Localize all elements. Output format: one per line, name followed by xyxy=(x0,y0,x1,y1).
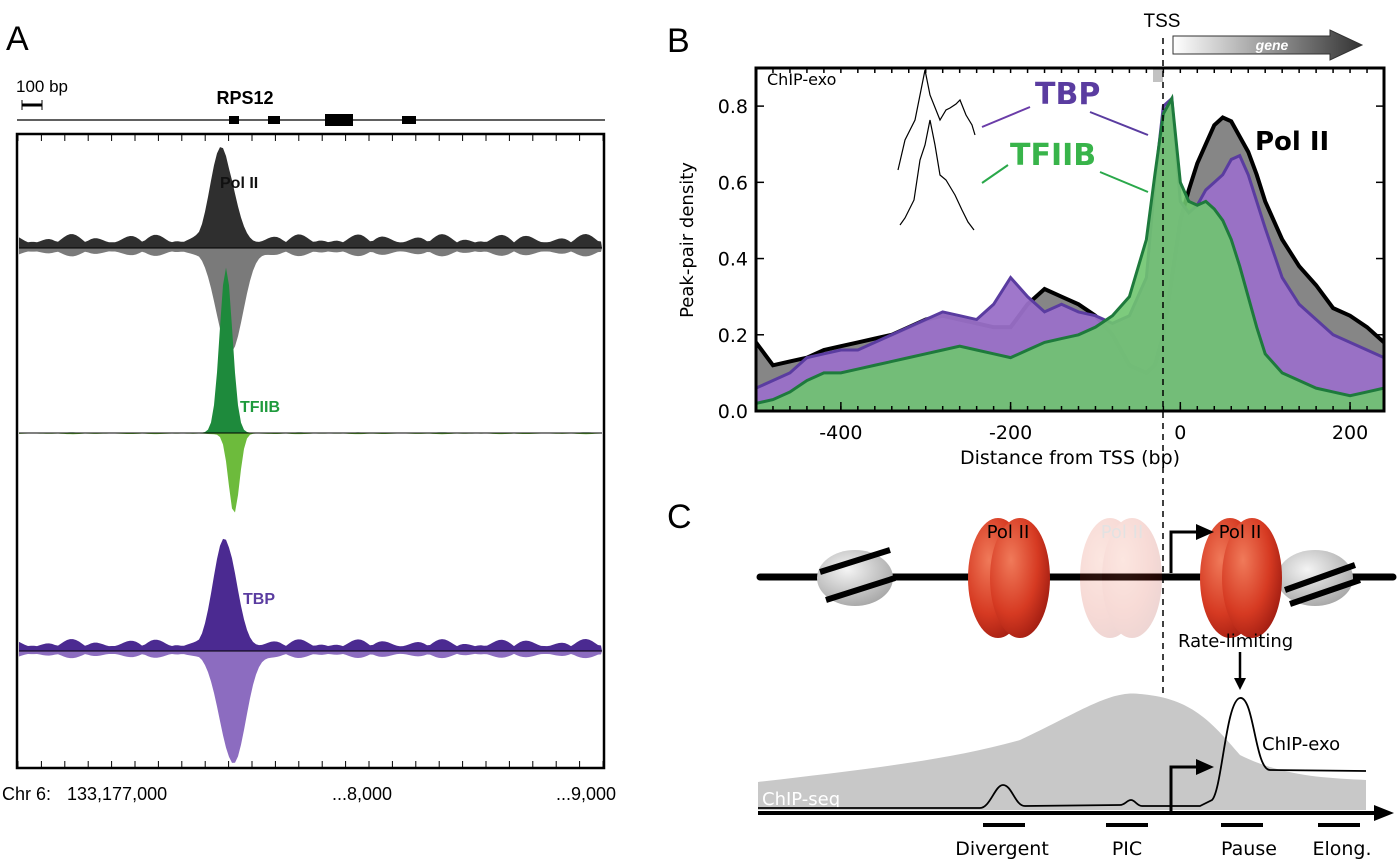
plot-frame xyxy=(754,66,1386,413)
tracks-ticks xyxy=(17,135,604,767)
y-tick-labels: 0.0 0.2 0.4 0.6 0.8 xyxy=(718,96,748,423)
stage-pause: Pause xyxy=(1221,838,1277,860)
pol2-pic-label: Pol II xyxy=(1101,522,1144,543)
rate-limiting-arrow xyxy=(1234,652,1246,690)
panel-a-letter: A xyxy=(6,20,29,58)
pol2-pic-faded: Pol II xyxy=(1080,518,1162,638)
gene-arrow-label: gene xyxy=(1255,37,1289,53)
x-tick-label: -400 xyxy=(819,422,862,444)
stage-pic: PIC xyxy=(1112,838,1142,860)
coord-mid: ...8,000 xyxy=(332,784,392,804)
x-tick-label: 200 xyxy=(1332,422,1368,444)
gene-arrow: gene xyxy=(1172,29,1364,61)
coord-end: ...9,000 xyxy=(556,784,616,804)
tss-shade xyxy=(1153,68,1163,82)
series-area-tfiib xyxy=(756,98,1384,411)
track-2-forward-signal xyxy=(19,538,602,651)
rate-limiting-label: Rate-limiting xyxy=(1178,631,1293,652)
stage-divergent: Divergent xyxy=(955,838,1049,860)
pol2-divergent: Pol II xyxy=(968,518,1050,638)
pol2-series-label: Pol II xyxy=(1255,127,1329,157)
track-0-forward-signal xyxy=(19,147,602,248)
y-tick-label: 0.0 xyxy=(718,401,748,423)
pol2-paused: Pol II xyxy=(1200,518,1282,638)
tss-arrow-bottom xyxy=(1169,759,1214,812)
panel-b-letter: B xyxy=(667,22,690,60)
chrom-label: Chr 6: xyxy=(2,784,51,804)
x-tick-label: 0 xyxy=(1174,422,1186,444)
scale-bar xyxy=(21,100,43,110)
chipexo-annotation: ChIP-exo xyxy=(767,70,836,89)
tss-label: TSS xyxy=(1144,11,1181,32)
panel-c-letter: C xyxy=(667,498,692,536)
chipexo-trace xyxy=(758,697,1367,809)
density-plot-areas xyxy=(756,93,1384,411)
y-axis-label: Peak-pair density xyxy=(677,162,698,318)
nucleosome-left xyxy=(817,547,896,606)
tracks-frame xyxy=(15,132,606,770)
chipseq-area xyxy=(758,693,1366,810)
coord-start: 133,177,000 xyxy=(67,784,167,804)
chipexo-label: ChIP-exo xyxy=(1262,734,1340,755)
genome-axis-arrow xyxy=(758,805,1394,821)
nucleosome-right xyxy=(1277,550,1361,607)
series-line-tfiib xyxy=(756,93,1384,405)
y-tick-label: 0.8 xyxy=(718,96,748,118)
tfiib-series-label: TFIIB xyxy=(1010,138,1096,173)
scale-bar-label: 100 bp xyxy=(16,77,68,96)
label-connectors xyxy=(981,106,1149,193)
x-axis-label: Distance from TSS (bp) xyxy=(960,447,1180,469)
gene-model xyxy=(17,114,605,126)
y-tick-label: 0.6 xyxy=(718,172,748,194)
gene-name: RPS12 xyxy=(216,88,273,108)
track-label-pol2: Pol II xyxy=(220,175,258,192)
y-tick-label: 0.4 xyxy=(718,249,748,271)
x-tick-label: -200 xyxy=(989,422,1032,444)
stage-elong: Elong. xyxy=(1312,838,1371,860)
plot-ticks xyxy=(755,68,1385,412)
chipseq-label: ChIP-seq xyxy=(762,789,840,810)
x-tick-labels: -400 -200 0 200 xyxy=(819,422,1368,444)
genome-tracks xyxy=(19,147,602,763)
track-label-tbp: TBP xyxy=(243,591,275,608)
track-1-reverse-signal xyxy=(19,433,602,513)
track-2-reverse-signal xyxy=(19,651,602,763)
pol2-divergent-label: Pol II xyxy=(987,522,1030,543)
pol2-paused-label: Pol II xyxy=(1219,522,1262,543)
track-1-forward-signal xyxy=(19,267,602,433)
tbp-series-label: TBP xyxy=(1035,77,1100,112)
y-tick-label: 0.2 xyxy=(718,325,748,347)
track-0-reverse-signal xyxy=(19,248,602,352)
tss-arrow-top xyxy=(1169,524,1214,573)
track-label-tfiib: TFIIB xyxy=(240,399,280,416)
inset-trace xyxy=(897,69,976,231)
